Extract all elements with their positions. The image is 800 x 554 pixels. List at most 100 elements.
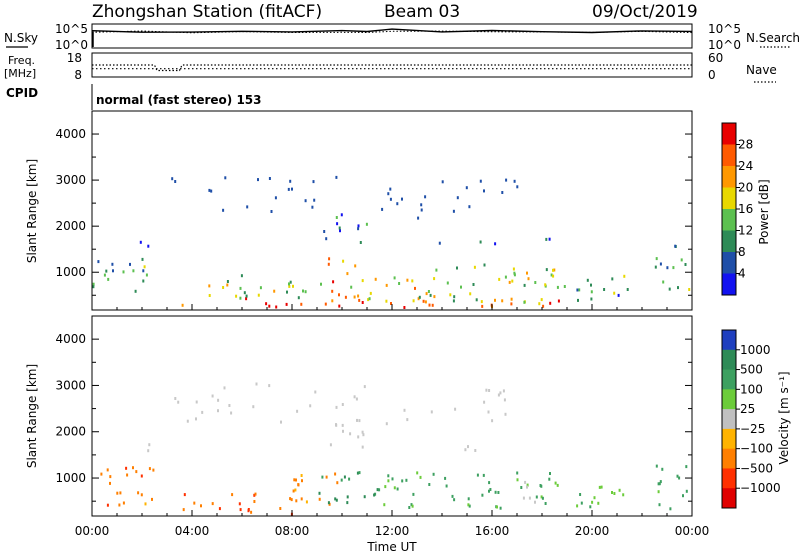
- power-cell: [245, 294, 248, 298]
- power-cell: [97, 260, 100, 264]
- velocity-cell: [685, 489, 688, 493]
- freq-left-tick-bottom: 8: [74, 68, 82, 82]
- power-cell: [342, 259, 345, 263]
- x-tick-label: 00:00: [675, 524, 710, 538]
- velocity-cell: [201, 410, 204, 414]
- velocity-cell: [496, 505, 498, 509]
- power-cell: [590, 283, 592, 287]
- velocity-cell: [499, 506, 502, 510]
- velocity-cell: [611, 491, 613, 494]
- velocity-cell: [613, 492, 616, 495]
- power-cell: [545, 268, 548, 272]
- power-cell: [550, 273, 553, 277]
- power-cell: [389, 187, 392, 191]
- y-tick-label: 1000: [55, 265, 86, 279]
- power-cell: [563, 285, 566, 288]
- power-colorbar-swatch: [722, 123, 736, 145]
- velocity-cell: [528, 496, 531, 500]
- velocity-colorbar-swatch: [722, 488, 736, 509]
- power-cell: [590, 297, 593, 301]
- velocity-cell: [658, 503, 661, 507]
- noise-left-tick-bottom: 10^0: [55, 38, 88, 52]
- power-cell: [456, 196, 459, 200]
- power-cell: [501, 191, 504, 194]
- power-ylabel: Slant Range [km]: [25, 159, 39, 263]
- power-cell: [479, 240, 482, 244]
- power-cell: [369, 291, 372, 295]
- power-cell: [414, 286, 416, 290]
- velocity-cell: [376, 488, 379, 492]
- power-colorbar-swatch: [722, 187, 736, 210]
- power-cell: [389, 197, 392, 201]
- power-cell: [510, 302, 513, 306]
- velocity-cell: [119, 491, 122, 495]
- power-cell: [513, 179, 516, 183]
- velocity-cell: [144, 502, 147, 506]
- power-cell: [245, 297, 248, 301]
- velocity-cell: [412, 492, 415, 496]
- power-cell: [516, 185, 519, 189]
- velocity-cell: [343, 475, 346, 479]
- velocity-cell: [467, 503, 470, 507]
- noise-left-tick-top: 10^5: [55, 22, 88, 36]
- y-tick-label: 3000: [55, 173, 86, 187]
- velocity-cell: [231, 493, 234, 497]
- power-cell: [513, 273, 516, 277]
- power-cell: [353, 295, 356, 299]
- velocity-cell: [541, 496, 544, 500]
- power-cell: [512, 267, 515, 271]
- velocity-cell: [383, 503, 386, 507]
- power-cell: [548, 237, 551, 241]
- power-cell: [672, 266, 675, 270]
- power-cell: [289, 280, 292, 284]
- velocity-cell: [467, 445, 469, 449]
- velocity-cell: [135, 470, 138, 474]
- velocity-cell: [328, 502, 331, 506]
- power-cell: [289, 179, 292, 183]
- power-cell: [239, 296, 242, 300]
- velocity-cell: [516, 471, 519, 475]
- power-cell: [328, 257, 331, 261]
- velocity-cell: [255, 382, 258, 386]
- velocity-cell: [406, 418, 409, 422]
- power-cell: [323, 230, 326, 233]
- velocity-colorbar-swatch: [722, 409, 736, 430]
- power-cell: [460, 285, 462, 289]
- power-cell: [257, 178, 259, 182]
- velocity-cell: [556, 483, 559, 487]
- power-cell: [273, 289, 276, 293]
- power-cell: [358, 298, 361, 302]
- velocity-cell: [544, 502, 547, 505]
- power-cell: [511, 279, 514, 283]
- power-cell: [680, 258, 683, 262]
- velocity-cell: [534, 500, 536, 504]
- power-cell: [338, 304, 341, 308]
- power-cell: [411, 279, 414, 283]
- power-cell: [374, 277, 377, 281]
- velocity-cell: [598, 485, 601, 489]
- velocity-cell: [147, 449, 150, 453]
- y-tick-label: 3000: [55, 378, 86, 392]
- power-cell: [417, 216, 420, 220]
- velocity-cell: [174, 397, 177, 400]
- power-cell: [472, 283, 475, 286]
- velocity-cell: [148, 443, 151, 447]
- freq-right-tick-top: 60: [708, 51, 723, 65]
- power-cell: [335, 175, 338, 179]
- velocity-cell: [408, 506, 411, 509]
- velocity-colorbar-swatch: [722, 389, 736, 410]
- velocity-cell: [314, 390, 317, 394]
- velocity-cell: [116, 491, 119, 495]
- velocity-cell: [591, 500, 594, 504]
- power-cell: [312, 180, 315, 184]
- velocity-cell: [524, 480, 527, 484]
- velocity-cell: [109, 475, 112, 479]
- velocity-cell: [576, 504, 579, 508]
- power-colorbar-swatch: [722, 252, 736, 274]
- velocity-cell: [669, 507, 672, 511]
- power-cell: [577, 298, 579, 302]
- velocity-cell: [453, 498, 456, 502]
- power-cell: [340, 213, 343, 217]
- freq-left-tick-top: 18: [67, 51, 82, 65]
- power-cell: [422, 299, 425, 303]
